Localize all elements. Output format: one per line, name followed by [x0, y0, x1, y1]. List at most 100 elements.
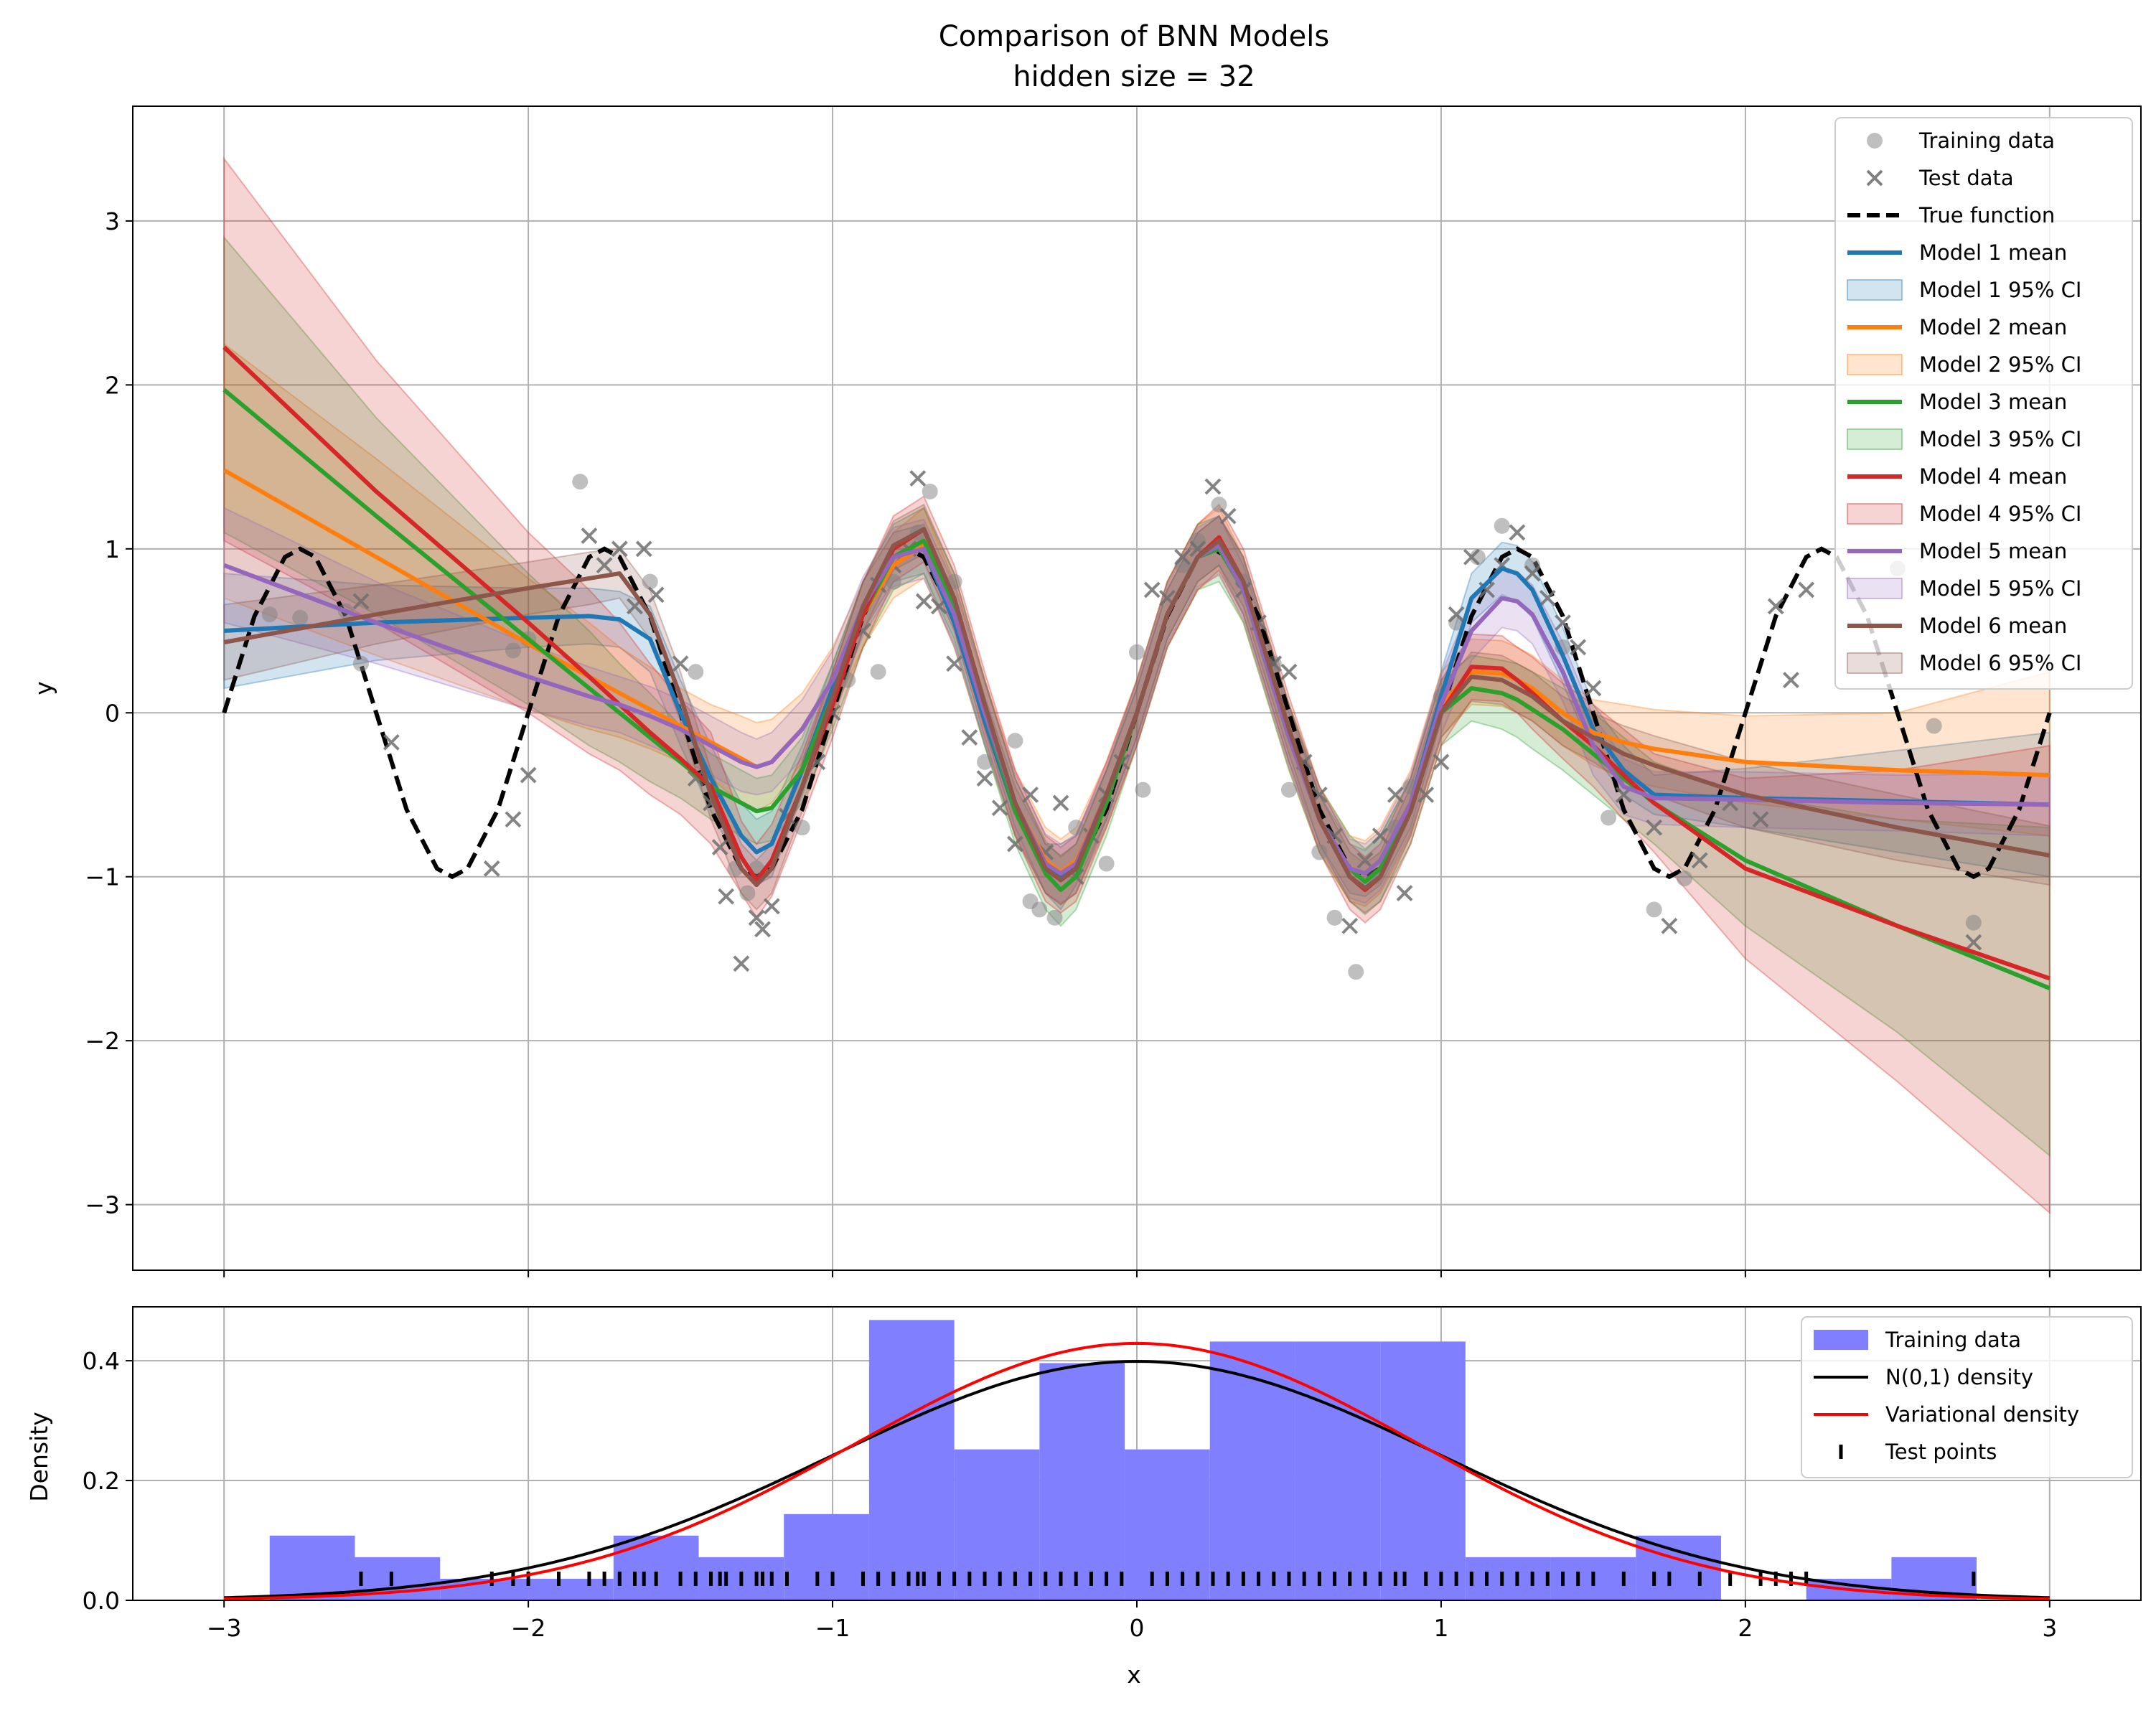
- training-point: [261, 606, 278, 623]
- training-point: [1348, 964, 1364, 980]
- histogram-bar: [954, 1449, 1040, 1600]
- training-point: [922, 483, 938, 499]
- legend-label: Training data: [1918, 128, 2055, 153]
- test-point: [1052, 794, 1069, 812]
- training-point: [977, 754, 993, 770]
- top-panel: −3 −2 −1 0 1 2 3 y Training data Test data True …: [29, 105, 2142, 1277]
- bottom-ytick-label: 0.0: [83, 1587, 120, 1615]
- training-point: [1326, 909, 1343, 926]
- top-ytick-label: 1: [105, 535, 120, 563]
- training-point: [1211, 497, 1227, 513]
- training-point: [1646, 901, 1662, 918]
- bottom-xtick-label: −1: [815, 1614, 850, 1642]
- training-point: [1311, 844, 1328, 860]
- legend-label: Model 1 mean: [1919, 240, 2067, 265]
- test-point: [1372, 827, 1389, 845]
- test-point: [1387, 787, 1404, 803]
- test-point: [520, 766, 537, 784]
- bottom-xtick-label: −3: [207, 1614, 242, 1642]
- test-point-ticks: [359, 1571, 1976, 1586]
- legend-label: Model 3 95% CI: [1919, 427, 2081, 451]
- test-point: [1783, 672, 1799, 688]
- test-point: [1798, 581, 1815, 599]
- test-point: [754, 921, 771, 938]
- histogram-bar: [1465, 1557, 1551, 1600]
- top-ytick-label: −2: [85, 1027, 120, 1055]
- bottom-xtick-label: 2: [1738, 1614, 1753, 1642]
- test-point: [1524, 565, 1541, 582]
- training-point: [1677, 870, 1693, 887]
- legend-label: Model 5 mean: [1919, 539, 2067, 563]
- histogram-bar: [1295, 1341, 1381, 1600]
- top-legend: Training data Test data True function Model…: [1834, 117, 2133, 690]
- training-point: [870, 664, 886, 680]
- training-point: [1965, 914, 1982, 931]
- top-ticks: −3 −2 −1 0 1 2 3: [85, 207, 2050, 1277]
- test-point: [1174, 548, 1191, 565]
- legend-label: Model 4 mean: [1919, 464, 2067, 489]
- test-point: [711, 839, 728, 856]
- test-point: [1007, 835, 1023, 853]
- top-ytick-label: −1: [85, 863, 120, 891]
- legend-label: Model 1 95% CI: [1919, 278, 2081, 302]
- test-point: [1143, 581, 1161, 599]
- test-point: [1691, 852, 1708, 869]
- legend-label: Model 3 mean: [1919, 390, 2067, 414]
- test-point: [505, 811, 522, 828]
- legend-label: Model 5 95% CI: [1919, 576, 2081, 601]
- legend-label: Model 4 95% CI: [1919, 502, 2081, 526]
- bottom-xtick-label: 0: [1130, 1614, 1145, 1642]
- test-point: [647, 586, 665, 604]
- training-point: [1600, 809, 1617, 826]
- test-point: [1646, 819, 1663, 836]
- top-ytick-label: −3: [85, 1191, 120, 1219]
- test-point: [1280, 663, 1298, 680]
- density-curve: [224, 1359, 2050, 1600]
- test-point: [1965, 934, 1982, 951]
- data-points: [261, 470, 1982, 980]
- legend-marker: [1847, 354, 1903, 375]
- legend-marker: [1847, 279, 1903, 301]
- histogram-bar: [784, 1513, 869, 1600]
- test-point: [352, 593, 370, 610]
- bottom-xtick-label: 3: [2042, 1614, 2057, 1642]
- training-point: [642, 573, 658, 590]
- test-point: [909, 470, 927, 487]
- training-point: [1031, 901, 1048, 918]
- density-curve: [224, 1341, 2050, 1600]
- bottom-ticks: −3 −2 −1 0 1 2 3 0.0 0.2 0.4: [83, 1347, 2058, 1642]
- histogram-bar: [1380, 1341, 1466, 1600]
- ci-band: [223, 507, 2050, 904]
- legend-marker: [1866, 169, 1883, 187]
- bottom-legend-box: [1801, 1316, 2133, 1478]
- test-point: [1022, 787, 1039, 803]
- training-point: [1046, 909, 1063, 926]
- bottom-panel: −3 −2 −1 0 1 2 3 0.0 0.2 0.4 x Density Training d…: [25, 1306, 2142, 1689]
- legend-label: Test points: [1885, 1440, 1997, 1464]
- histogram-bar: [613, 1535, 699, 1600]
- histogram-bar: [1209, 1341, 1295, 1600]
- training-point: [292, 609, 309, 626]
- training-point: [1926, 718, 1942, 734]
- test-point: [1341, 917, 1359, 934]
- bottom-ytick-label: 0.2: [83, 1467, 120, 1495]
- test-point: [733, 955, 750, 972]
- training-point: [1524, 557, 1541, 573]
- test-point: [763, 898, 780, 915]
- histogram-bar: [528, 1578, 614, 1600]
- test-point: [672, 655, 689, 672]
- true-function-line: [222, 546, 2052, 880]
- test-point: [718, 888, 735, 905]
- histogram-bar: [1039, 1363, 1125, 1600]
- training-point: [885, 573, 901, 590]
- mean-line: [223, 527, 2050, 891]
- test-point: [748, 909, 765, 926]
- training-point: [1135, 782, 1151, 798]
- true-function-group: [222, 546, 2052, 880]
- test-point: [1570, 639, 1587, 656]
- training-point: [505, 642, 521, 659]
- test-point: [611, 540, 628, 558]
- legend-label: Model 2 mean: [1919, 315, 2067, 339]
- bottom-ytick-label: 0.4: [83, 1347, 120, 1375]
- top-ytick-label: 2: [105, 371, 120, 399]
